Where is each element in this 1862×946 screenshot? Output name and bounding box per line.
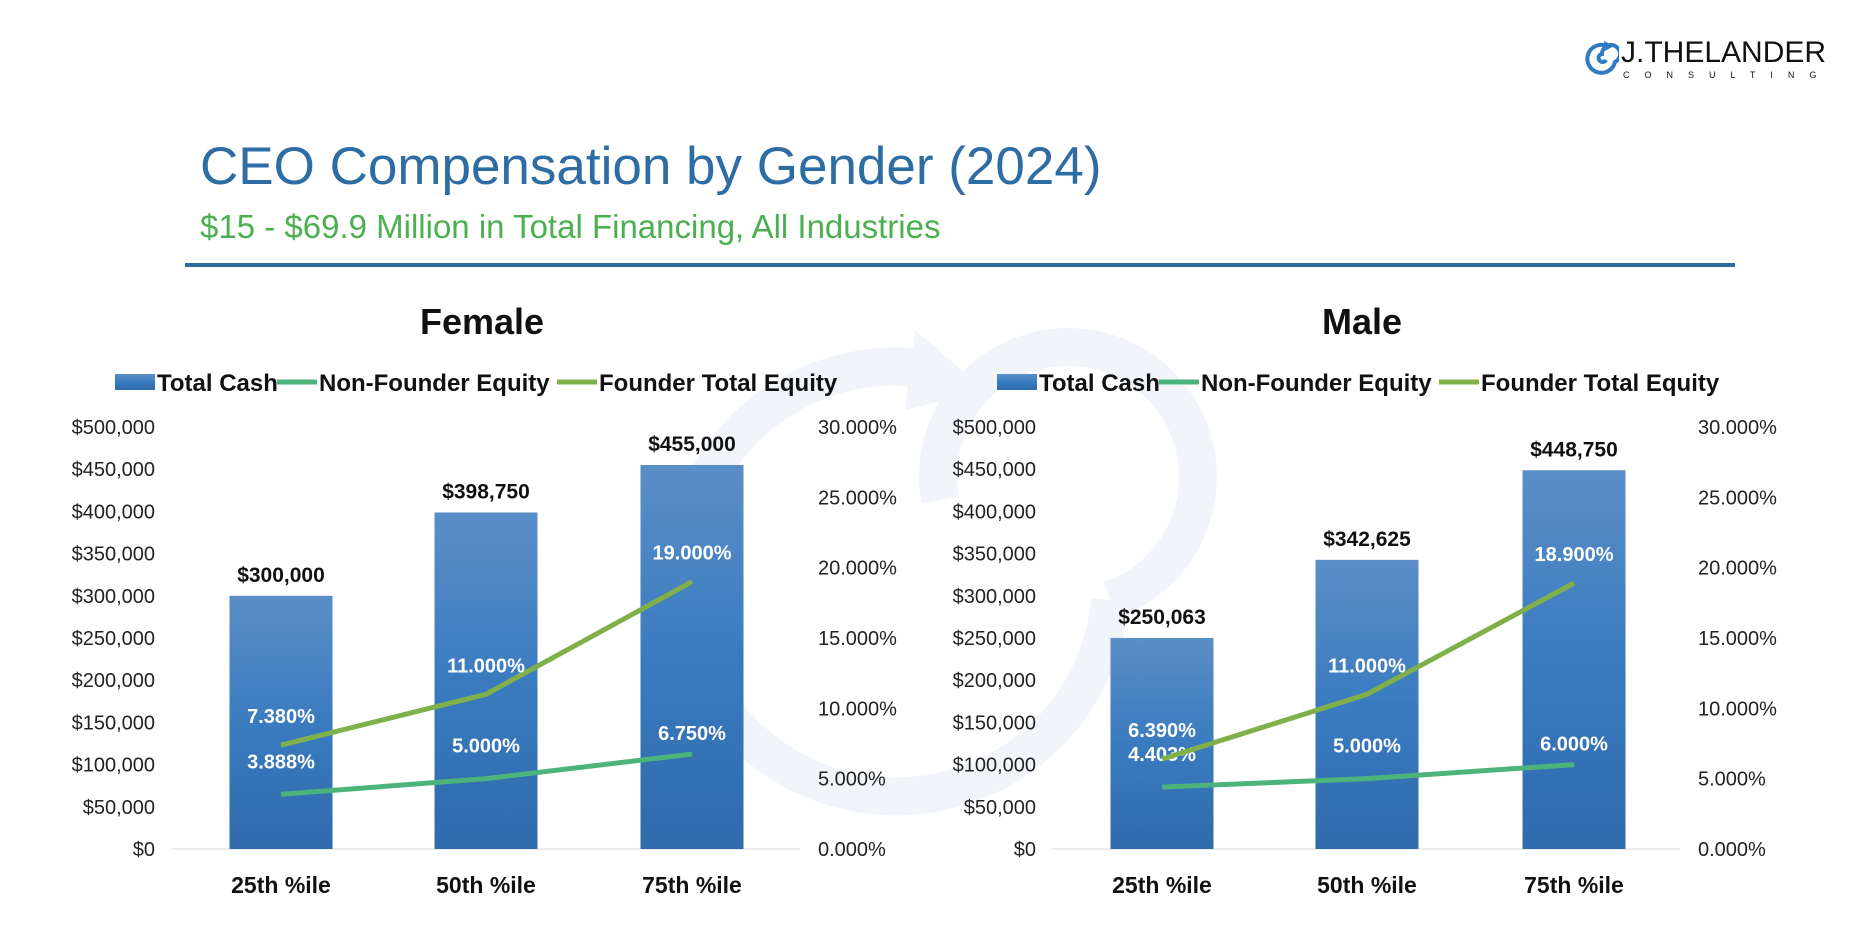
y-left-tick-label: $450,000	[953, 459, 1036, 481]
line-data-label-non-founder: 3.888%	[247, 751, 315, 773]
company-logo: J.THELANDER CONSULTING	[1585, 36, 1835, 86]
line-data-label-non-founder: 6.750%	[658, 723, 726, 745]
bar-total-cash	[1522, 470, 1626, 849]
y-left-tick-label: $100,000	[72, 755, 155, 777]
line-data-label-founder: 19.000%	[653, 543, 732, 565]
line-data-label-founder: 18.900%	[1535, 544, 1614, 566]
chart-female: Female Total Cash Non-Founder Equity Founde…	[72, 301, 898, 898]
legend-swatch-total-cash	[115, 374, 155, 390]
bar-data-label: $448,750	[1530, 438, 1618, 461]
x-tick-label: 50th %ile	[1317, 872, 1417, 898]
y-left-tick-label: $350,000	[953, 544, 1036, 566]
y-left-tick-label: $250,000	[953, 628, 1036, 650]
y-left-tick-label: $300,000	[953, 586, 1036, 608]
line-data-label-founder: 6.390%	[1128, 720, 1196, 742]
bar-total-cash	[640, 464, 744, 849]
bar-data-label: $398,750	[442, 480, 530, 503]
y-left-tick-label: $350,000	[72, 544, 155, 566]
y-left-tick-label: $400,000	[953, 501, 1036, 523]
page-subtitle: $15 - $69.9 Million in Total Financing, …	[200, 208, 941, 245]
page-title: CEO Compensation by Gender (2024)	[200, 137, 1102, 196]
legend-label: Founder Total Equity	[599, 370, 838, 397]
y-right-tick-label: 20.000%	[818, 558, 897, 580]
bar-data-label: $455,000	[648, 433, 736, 456]
bar-total-cash	[229, 595, 333, 849]
y-right-tick-label: 5.000%	[1698, 769, 1766, 791]
y-left-tick-label: $200,000	[72, 670, 155, 692]
line-data-label-founder: 7.380%	[247, 706, 315, 728]
bar-data-label: $342,625	[1323, 528, 1411, 551]
line-data-label-founder: 11.000%	[447, 655, 525, 677]
line-data-label-non-founder: 5.000%	[1333, 736, 1401, 758]
y-right-tick-label: 25.000%	[818, 487, 897, 509]
y-left-tick-label: $400,000	[72, 501, 155, 523]
y-right-tick-label: 20.000%	[1698, 558, 1777, 580]
y-right-tick-label: 5.000%	[818, 769, 886, 791]
bar-data-label: $250,063	[1118, 606, 1206, 629]
title-divider	[185, 263, 1735, 267]
chart-title: Female	[420, 301, 544, 342]
y-right-tick-label: 10.000%	[818, 698, 897, 720]
line-data-label-non-founder: 6.000%	[1540, 734, 1608, 756]
y-left-tick-label: $300,000	[72, 586, 155, 608]
y-left-tick-label: $150,000	[72, 712, 155, 734]
legend-label: Non-Founder Equity	[319, 370, 550, 397]
y-right-tick-label: 30.000%	[1698, 417, 1777, 439]
y-right-tick-label: 0.000%	[818, 839, 886, 861]
logo-name: J.THELANDER	[1621, 36, 1827, 69]
x-tick-label: 25th %ile	[1112, 872, 1212, 898]
bar-data-label: $300,000	[237, 564, 325, 587]
x-tick-label: 75th %ile	[642, 872, 742, 898]
x-tick-label: 75th %ile	[1524, 872, 1624, 898]
chart-male: Male Total Cash Non-Founder Equity Founder …	[953, 301, 1778, 898]
line-data-label-founder: 11.000%	[1328, 655, 1406, 677]
chart-title: Male	[1322, 301, 1402, 342]
y-left-tick-label: $0	[133, 839, 155, 861]
y-left-tick-label: $450,000	[72, 459, 155, 481]
y-left-tick-label: $150,000	[953, 712, 1036, 734]
y-right-tick-label: 0.000%	[1698, 839, 1766, 861]
y-left-tick-label: $250,000	[72, 628, 155, 650]
legend-label: Total Cash	[157, 370, 278, 397]
x-tick-label: 50th %ile	[436, 872, 536, 898]
logo-subtitle: CONSULTING	[1623, 70, 1832, 80]
y-left-tick-label: $100,000	[953, 755, 1036, 777]
y-left-tick-label: $500,000	[953, 417, 1036, 439]
y-right-tick-label: 10.000%	[1698, 698, 1777, 720]
y-left-tick-label: $200,000	[953, 670, 1036, 692]
line-data-label-non-founder: 4.403%	[1128, 744, 1196, 766]
legend-label: Founder Total Equity	[1481, 370, 1720, 397]
y-right-tick-label: 30.000%	[818, 417, 897, 439]
y-left-tick-label: $0	[1014, 839, 1036, 861]
y-right-tick-label: 15.000%	[1698, 628, 1777, 650]
y-right-tick-label: 25.000%	[1698, 487, 1777, 509]
spiral-logo-icon	[1585, 41, 1619, 75]
y-right-tick-label: 15.000%	[818, 628, 897, 650]
y-left-tick-label: $50,000	[964, 797, 1036, 819]
x-tick-label: 25th %ile	[231, 872, 331, 898]
bar-total-cash	[434, 512, 538, 849]
line-data-label-non-founder: 5.000%	[452, 736, 520, 758]
legend-label: Total Cash	[1039, 370, 1160, 397]
bar-total-cash	[1110, 637, 1214, 849]
y-left-tick-label: $50,000	[83, 797, 155, 819]
legend-label: Non-Founder Equity	[1201, 370, 1432, 397]
legend-swatch-total-cash	[997, 374, 1037, 390]
y-left-tick-label: $500,000	[72, 417, 155, 439]
